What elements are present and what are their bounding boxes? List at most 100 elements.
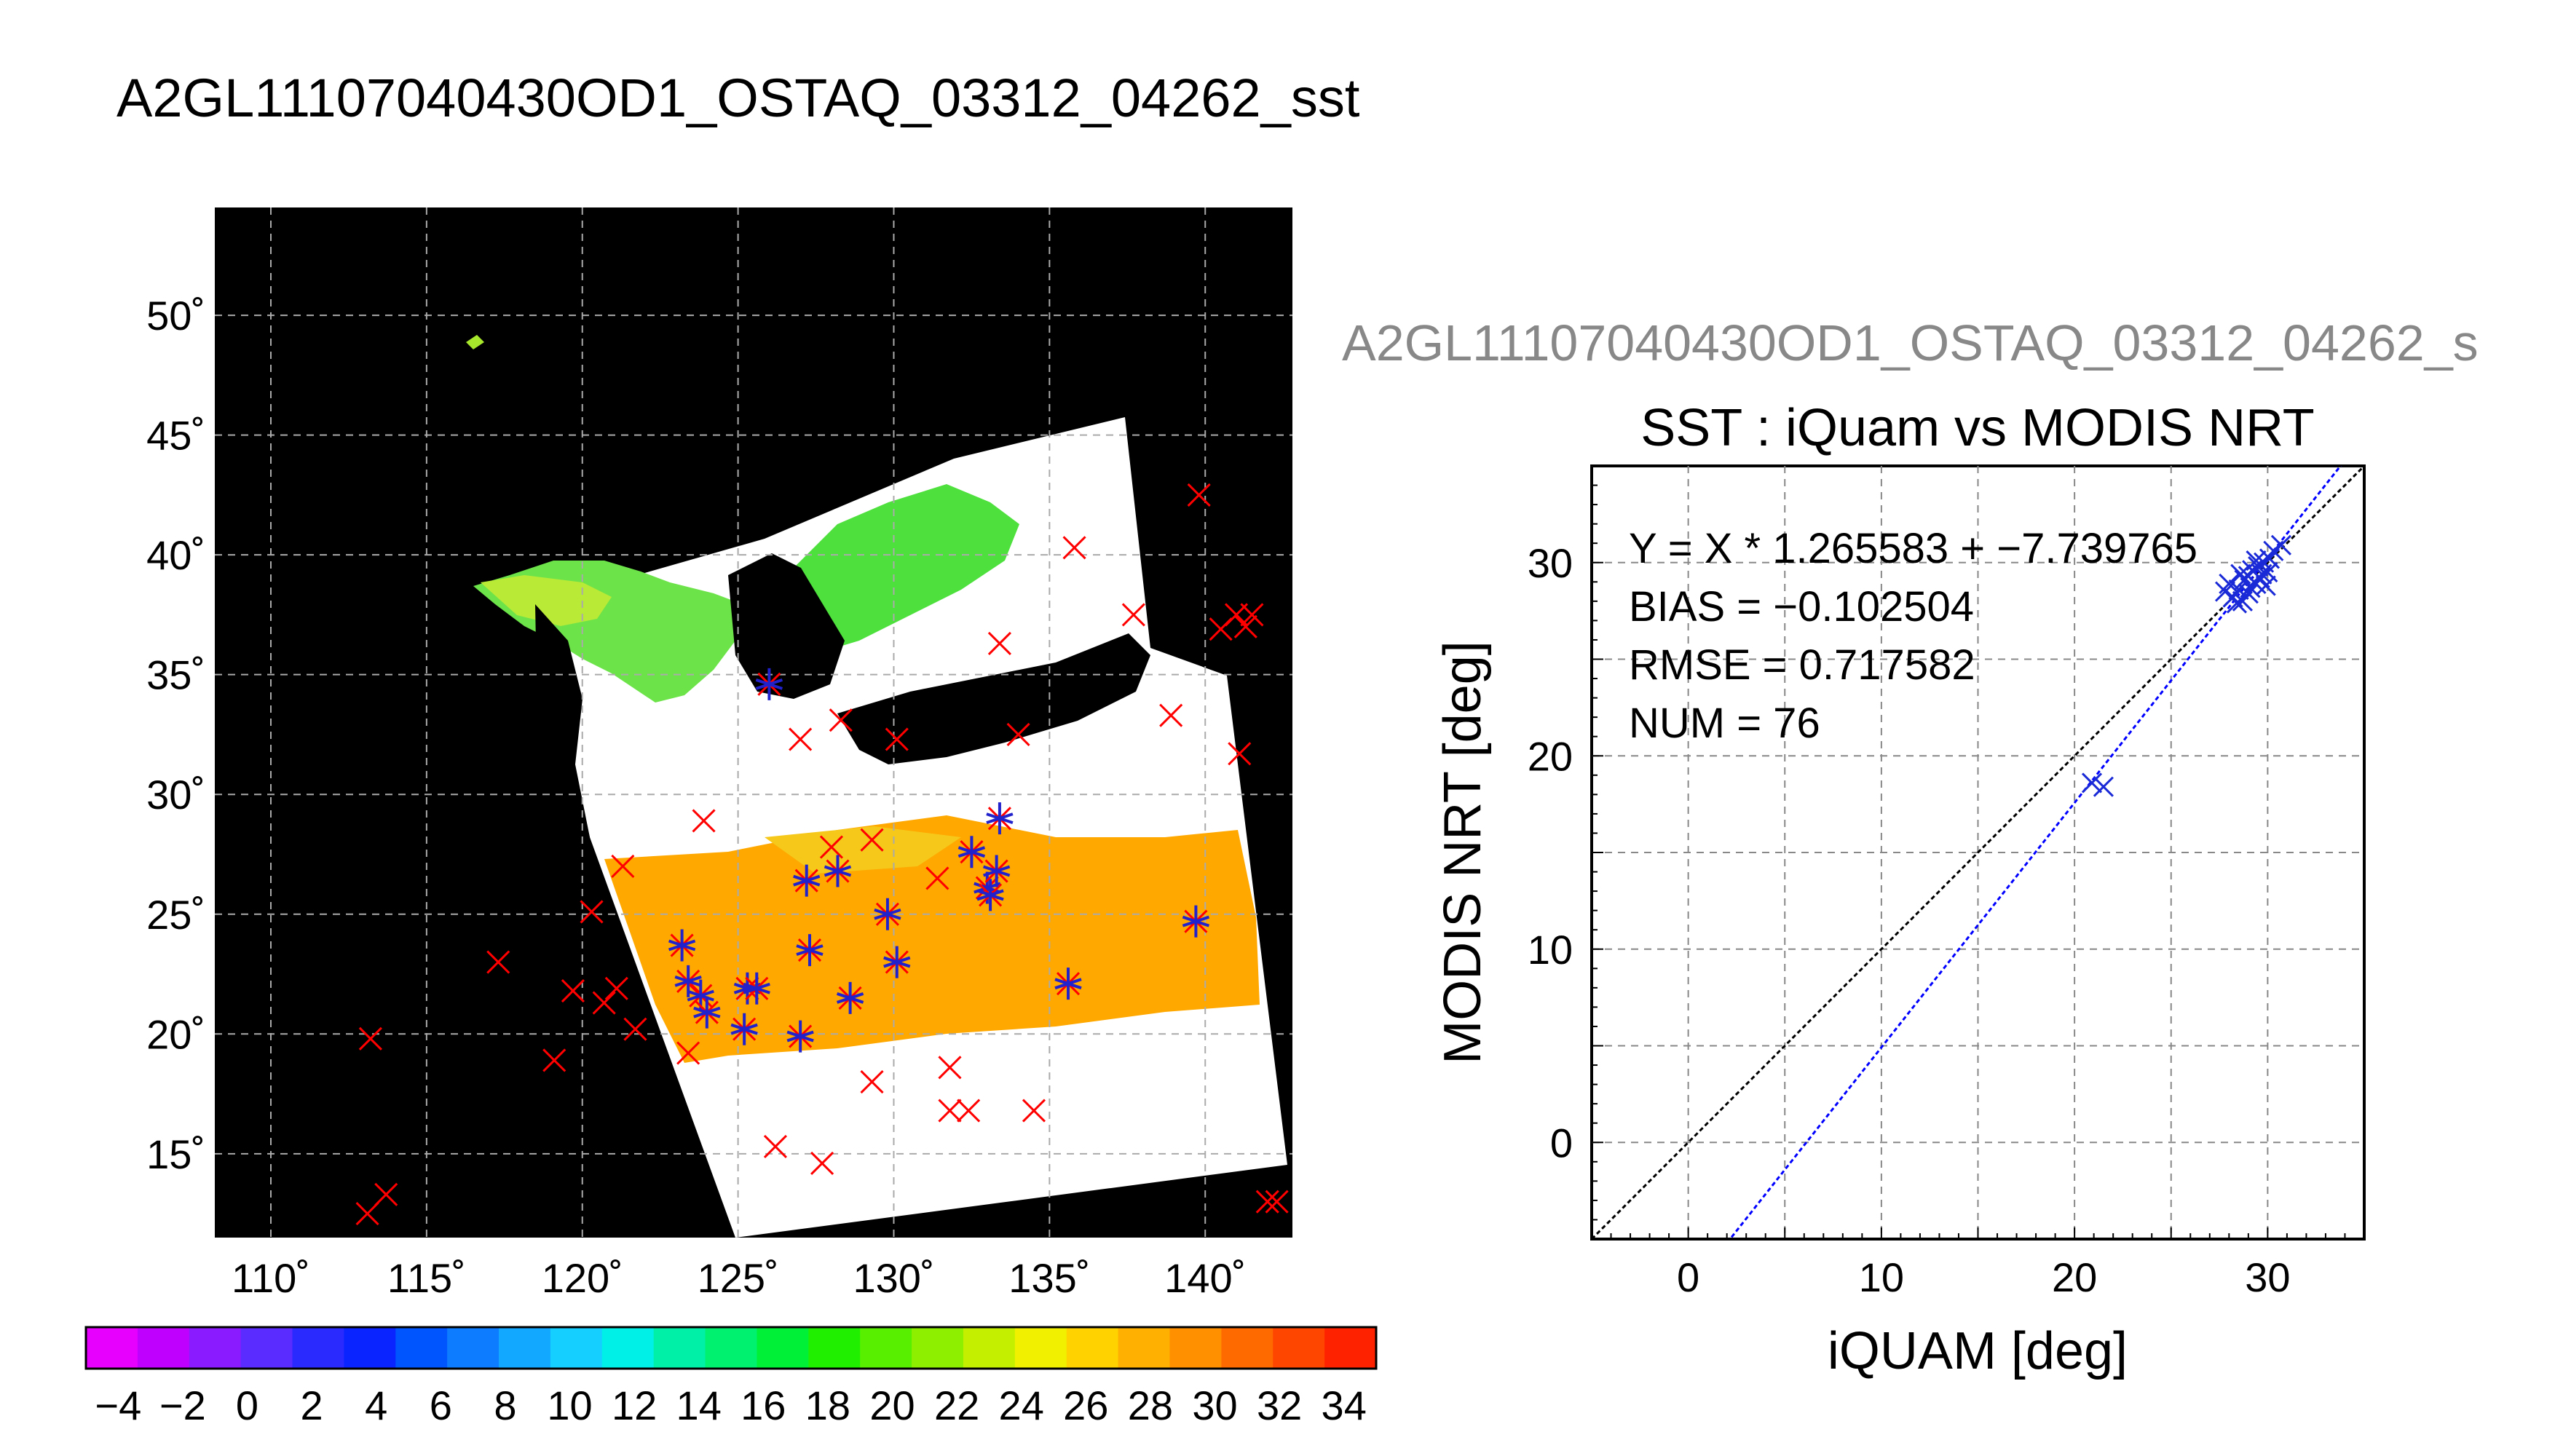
colorbar-swatch <box>189 1327 242 1369</box>
lat-tick-label: 30˚ <box>146 772 205 818</box>
china-coast <box>535 604 590 859</box>
lon-tick-label: 125˚ <box>698 1255 779 1301</box>
lat-tick-label: 45˚ <box>146 413 205 459</box>
lat-tick-label: 15˚ <box>146 1131 205 1177</box>
matchup-marker <box>793 864 821 897</box>
sst-bohai <box>481 575 612 626</box>
scatter-x-tick-label: 20 <box>2052 1254 2097 1300</box>
buoy-marker <box>580 900 604 924</box>
buoy-marker <box>987 631 1011 655</box>
colorbar-swatch <box>550 1327 603 1369</box>
overlay-title: A2GL11107040430OD1_OSTAQ_03312_04262_s <box>1342 314 2479 371</box>
colorbar-tick-label: 14 <box>676 1382 722 1428</box>
map-grid <box>215 207 1292 1238</box>
map-tick-labels: 110˚ 115˚ 120˚ 125˚ 130˚ 135˚ 140˚ 50˚ 45˚ 40˚ 35˚… <box>146 293 1246 1301</box>
colorbar-tick-label: 4 <box>365 1382 387 1428</box>
buoy-marker <box>374 1182 398 1206</box>
matchup-marker <box>674 965 702 997</box>
scatter-point <box>2270 534 2292 555</box>
matchup-marker <box>874 898 901 930</box>
scatter-statistics: Y = X * 1.265583 + −7.739765 BIAS = −0.1… <box>1629 525 2197 747</box>
matchup-marker <box>796 934 824 967</box>
colorbar-tick-label: 34 <box>1322 1382 1367 1428</box>
colorbar-swatch <box>499 1327 551 1369</box>
scatter-tick-labels: 0 10 20 30 0 10 20 30 <box>1528 465 2365 1300</box>
colorbar-swatch <box>86 1327 138 1369</box>
buoy-marker <box>692 809 716 833</box>
scatter-ylabel: MODIS NRT [deg] <box>1434 641 1492 1064</box>
japan-islands <box>837 633 1150 764</box>
stat-num: NUM = 76 <box>1629 700 1820 747</box>
scatter-y-tick-label: 0 <box>1550 1120 1573 1166</box>
matchup-marker <box>755 668 783 700</box>
scatter-x-tick-label: 30 <box>2245 1254 2290 1300</box>
colorbar-swatch <box>808 1327 861 1369</box>
colorbar-swatch <box>1221 1327 1273 1369</box>
colorbar-swatch <box>963 1327 1016 1369</box>
buoy-marker <box>604 976 628 1000</box>
stat-bias: BIAS = −0.102504 <box>1629 583 1974 630</box>
colorbar-swatch <box>395 1327 448 1369</box>
colorbar-tick-label: −4 <box>95 1382 141 1428</box>
scatter-grid <box>1592 466 2364 1239</box>
figure-title: A2GL11107040430OD1_OSTAQ_03312_04262_sst <box>117 68 1360 128</box>
scatter-point <box>2219 573 2240 595</box>
buoy-marker <box>542 1048 566 1072</box>
matchup-marker <box>1054 968 1082 1000</box>
lat-tick-label: 20˚ <box>146 1011 205 1057</box>
colorbar-swatch <box>1014 1327 1067 1369</box>
colorbar-swatch <box>292 1327 344 1369</box>
map-markers <box>355 483 1289 1226</box>
korea-peninsula <box>728 553 845 699</box>
colorbar-swatch <box>912 1327 964 1369</box>
colorbar-swatch <box>705 1327 757 1369</box>
lat-tick-label: 25˚ <box>146 892 205 938</box>
scatter-x-tick-label: 10 <box>1859 1254 1904 1300</box>
buoy-marker <box>860 1070 884 1094</box>
lon-tick-label: 135˚ <box>1008 1255 1090 1301</box>
buoy-marker <box>789 727 813 751</box>
colorbar-swatch <box>653 1327 706 1369</box>
colorbar-swatch <box>601 1327 655 1369</box>
lat-tick-label: 35˚ <box>146 652 205 698</box>
buoy-marker <box>829 708 853 732</box>
sst-map: 110˚ 115˚ 120˚ 125˚ 130˚ 135˚ 140˚ 50˚ 45˚ 40˚ 35˚… <box>146 207 1292 1301</box>
scatter-panel: A2GL11107040430OD1_OSTAQ_03312_04262_s S… <box>1342 314 2479 1380</box>
buoy-marker <box>358 1026 382 1051</box>
buoy-marker <box>1062 536 1086 560</box>
colorbar-tick-label: 10 <box>547 1382 592 1428</box>
matchup-marker <box>693 996 721 1029</box>
matchup-marker <box>986 802 1014 835</box>
matchup-marker <box>883 946 911 978</box>
scatter-x-tick-label: 0 <box>1677 1254 1699 1300</box>
colorbar-swatch <box>447 1327 499 1369</box>
buoy-marker <box>1233 614 1257 638</box>
colorbar-swatch <box>860 1327 912 1369</box>
buoy-marker <box>1240 603 1264 627</box>
buoy-marker <box>860 828 884 852</box>
scatter-xlabel: iQUAM [deg] <box>1828 1322 2128 1380</box>
buoy-marker <box>1159 703 1183 727</box>
colorbar-swatch <box>757 1327 809 1369</box>
buoy-marker <box>611 854 635 879</box>
scatter-y-tick-label: 20 <box>1528 733 1573 779</box>
sst-colorbar: −4 −2 0 2 4 6 8 10 12 14 16 18 20 22 24 26 28 30 32 34 <box>84 1326 1378 1428</box>
buoy-marker <box>1228 742 1252 766</box>
colorbar-frame <box>84 1326 1378 1370</box>
colorbar-tick-label: 20 <box>869 1382 915 1428</box>
colorbar-swatch <box>1169 1327 1222 1369</box>
scatter-point <box>2246 550 2267 571</box>
matchup-marker <box>824 855 852 887</box>
buoy-marker <box>1022 1099 1046 1123</box>
matchup-marker <box>976 879 1004 911</box>
scatter-point <box>2093 776 2114 797</box>
buoy-marker <box>957 1099 981 1123</box>
colorbar-swatch <box>1066 1327 1119 1369</box>
lon-tick-label: 140˚ <box>1164 1255 1246 1301</box>
lat-tick-label: 50˚ <box>146 293 205 339</box>
colorbar-tick-label: 22 <box>934 1382 979 1428</box>
buoy-marker <box>676 1041 700 1065</box>
matchup-marker <box>786 1020 814 1053</box>
buoy-marker <box>1265 1190 1289 1214</box>
